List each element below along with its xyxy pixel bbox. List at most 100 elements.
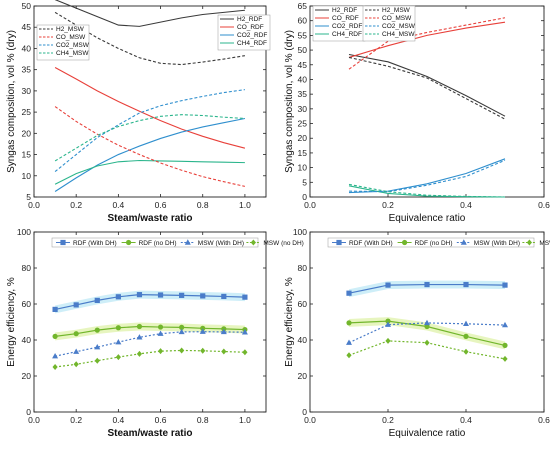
chart-panel-4: 0.0 0.2 0.4 0.6 0 20 40 60 80 100 Equivalence rati… <box>284 227 550 439</box>
series-line-co2-msw <box>348 159 506 193</box>
legend-label: CH4_MSW <box>56 50 89 57</box>
data-point <box>221 293 227 300</box>
legend-box <box>36 24 90 61</box>
y-tick-label: 100 <box>293 227 307 237</box>
x-axis-label: Equivalence ratio <box>389 213 466 224</box>
data-point <box>424 281 430 288</box>
x-tick-label: 0.0 <box>304 200 316 210</box>
y-tick-label: 5 <box>26 192 31 202</box>
series-line-h2-msw <box>348 56 506 120</box>
legend-box <box>312 5 366 42</box>
series-line-co-msw <box>54 106 246 187</box>
data-point <box>136 334 143 340</box>
y-tick-label: 0 <box>302 192 307 202</box>
legend-label: H2_RDF <box>237 16 262 23</box>
plot-frame <box>33 231 267 413</box>
x-tick-label: 0.2 <box>70 415 82 425</box>
y-tick-label: 0 <box>26 407 31 417</box>
y-tick-label: 20 <box>298 371 308 381</box>
x-tick-label: 0.4 <box>460 200 472 210</box>
legend-label: CO2_RDF <box>332 23 362 30</box>
series-line-co-rdf <box>54 67 246 149</box>
chart-panel-3: 0.0 0.2 0.4 0.6 0.8 1.0 0 20 40 60 80 100 Steam/wast… <box>6 227 304 439</box>
data-point <box>73 361 79 368</box>
y-axis-label: Energy efficiency, % <box>6 277 17 367</box>
data-point <box>178 328 185 335</box>
data-point <box>242 294 248 300</box>
x-axis-label: Equivalence ratio <box>389 428 466 439</box>
data-point <box>502 321 508 328</box>
x-tick-label: 0.0 <box>28 415 40 425</box>
legend-label: CO_MSW <box>382 15 412 22</box>
series-line-co-rdf <box>348 21 506 58</box>
legend-label: RDF (no DH) <box>415 240 453 247</box>
legend-label: H2_RDF <box>332 7 357 14</box>
data-point <box>52 306 58 312</box>
data-point <box>220 328 227 335</box>
legend-label: CO_RDF <box>332 15 359 22</box>
data-point <box>346 320 352 326</box>
legend-label: H2_MSW <box>56 26 85 33</box>
data-point <box>115 338 122 345</box>
legend-label: MSW (With DH) <box>198 240 244 247</box>
legend-label: CO_RDF <box>237 24 264 31</box>
data-point <box>73 348 80 354</box>
y-tick-label: 60 <box>22 299 32 309</box>
legend-marker <box>526 239 532 246</box>
legend-label: MSW (no DH) <box>263 240 303 247</box>
legend: RDF (With DH) RDF (no DH) MSW (With DH) MSW… <box>51 237 304 248</box>
data-point <box>199 328 206 334</box>
series-line-h2-rdf <box>54 0 245 27</box>
y-tick-label: 60 <box>298 16 308 26</box>
data-point <box>52 333 58 339</box>
y-tick-label: 100 <box>17 227 31 237</box>
data-point <box>73 302 79 308</box>
legend-label: MSW (With DH) <box>474 240 520 247</box>
data-point <box>385 318 391 324</box>
data-point <box>94 357 100 364</box>
data-point <box>94 327 100 333</box>
data-point <box>115 354 121 361</box>
x-tick-label: 0.6 <box>538 200 550 210</box>
series-line-co2-rdf <box>54 117 246 192</box>
data-point <box>424 323 430 330</box>
data-point <box>136 323 143 330</box>
legend-label: CO2_MSW <box>382 23 416 30</box>
y-tick-label: 10 <box>298 163 308 173</box>
plot-frame <box>33 5 267 198</box>
data-point <box>157 324 164 330</box>
x-tick-label: 0.2 <box>382 200 394 210</box>
legend-marker <box>184 239 191 245</box>
x-tick-label: 0.0 <box>304 415 316 425</box>
legend-label: MSW (no DH) <box>539 240 550 247</box>
y-tick-label: 20 <box>298 133 308 143</box>
y-tick-label: 45 <box>22 22 32 32</box>
y-tick-label: 10 <box>22 171 32 181</box>
series-line-msw-no-dh- <box>55 349 245 368</box>
data-point <box>241 329 248 335</box>
x-tick-label: 0.2 <box>70 200 82 210</box>
y-tick-label: 40 <box>298 335 308 345</box>
y-tick-label: 40 <box>22 43 32 53</box>
data-point <box>385 337 391 344</box>
data-point <box>52 364 58 370</box>
data-point <box>73 331 79 337</box>
y-tick-label: 25 <box>298 119 308 129</box>
x-tick-label: 0.4 <box>460 415 472 425</box>
series-line-msw-with-dh- <box>54 331 245 357</box>
data-point <box>115 325 121 331</box>
series-line-h2-rdf <box>348 53 506 117</box>
series-band <box>55 290 245 314</box>
x-tick-label: 0.8 <box>197 415 209 425</box>
y-tick-label: 65 <box>298 1 308 11</box>
y-tick-label: 45 <box>298 60 308 70</box>
data-point <box>502 355 508 362</box>
chart-panel-2: 0.0 0.2 0.4 0.6 0 5 10 15 20 25 30 35 40 45 50 55 60 65 Eq… <box>284 1 550 224</box>
legend-label: RDF (With DH) <box>73 240 117 247</box>
y-axis-label: Energy efficiency, % <box>284 277 295 367</box>
y-tick-label: 25 <box>22 107 32 117</box>
